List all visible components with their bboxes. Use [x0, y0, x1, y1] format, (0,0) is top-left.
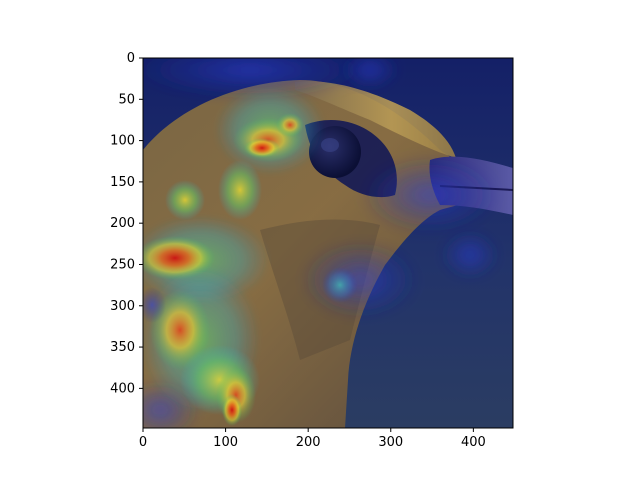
eye-highlight	[321, 138, 339, 152]
blue-glow-throat	[300, 240, 420, 320]
heat-lower-red	[222, 394, 242, 426]
axes-frame	[142, 57, 514, 429]
crest	[295, 81, 456, 158]
blue-glow-top-right	[340, 58, 400, 90]
x-tick-label: 100	[213, 435, 238, 450]
heat-top-red	[244, 138, 280, 158]
heat-throat-cyan	[322, 267, 358, 303]
heat-left-yellow	[165, 180, 205, 220]
y-tick-label: 400	[110, 381, 135, 396]
y-tick-label: 200	[110, 216, 135, 231]
y-axis: 0 50 100 150 200 250 300 350 400	[110, 51, 143, 396]
blue-glow-top	[143, 58, 370, 100]
y-tick-label: 300	[110, 299, 135, 314]
y-tick-label: 0	[127, 51, 135, 66]
y-tick-label: 100	[110, 134, 135, 149]
y-tick-label: 250	[110, 257, 135, 272]
y-tick-label: 350	[110, 340, 135, 355]
heat-left-edge-blue	[143, 287, 166, 323]
x-tick-label: 300	[378, 435, 403, 450]
blue-glow-right	[440, 230, 500, 280]
y-tick-label: 50	[118, 92, 135, 107]
blue-glow-beak	[360, 155, 500, 235]
heat-top-orange-2	[276, 113, 304, 137]
x-tick-label: 400	[461, 435, 486, 450]
y-tick-label: 150	[110, 175, 135, 190]
x-tick-label: 0	[139, 435, 147, 450]
x-tick-label: 200	[296, 435, 321, 450]
heatmap-image	[143, 58, 513, 428]
x-axis: 0 100 200 300 400	[139, 428, 486, 450]
heat-mid-yellow	[218, 160, 262, 220]
